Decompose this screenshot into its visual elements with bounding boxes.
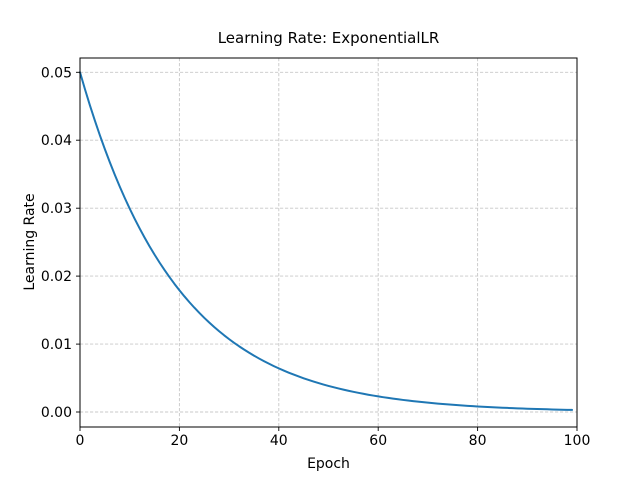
y-tick-label: 0.01 [41,337,72,353]
x-tick-label: 20 [170,433,188,449]
x-axis-label: Epoch [307,456,350,472]
x-tick-label: 100 [564,433,591,449]
y-tick-label: 0.04 [41,133,72,149]
y-axis-label: Learning Rate [22,193,38,291]
lr-curve [79,71,574,411]
x-tick-label: 60 [369,433,387,449]
chart-title: Learning Rate: ExponentialLR [217,29,440,47]
y-tick-label: 0.02 [41,269,72,285]
x-tick-label: 0 [76,433,85,449]
x-tick-label: 80 [469,433,487,449]
y-tick-label: 0.05 [41,65,72,81]
x-tick-label: 40 [270,433,288,449]
plot-border [79,57,578,428]
y-tick-label: 0.03 [41,201,72,217]
y-tick-label: 0.00 [41,405,72,421]
